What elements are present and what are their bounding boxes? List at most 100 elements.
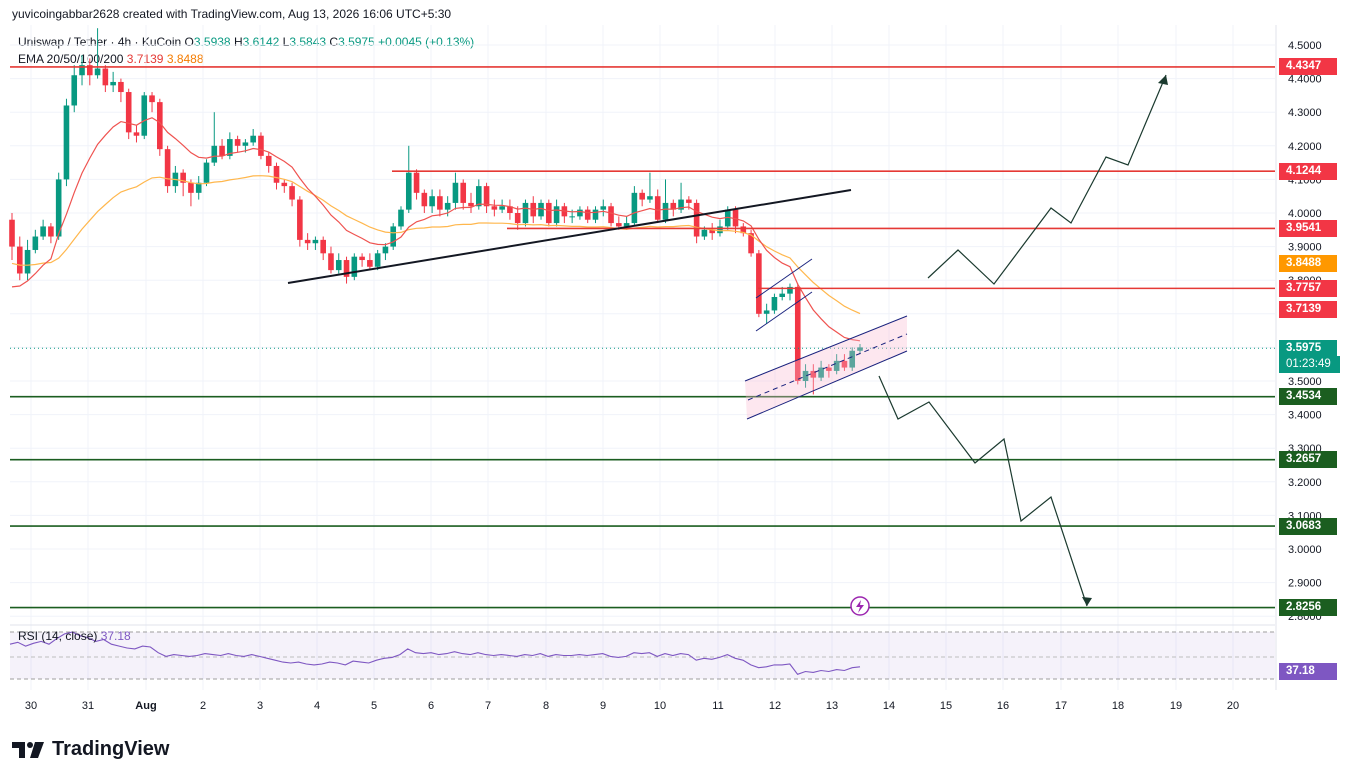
candle-body [452, 182, 459, 203]
candle-body [491, 206, 498, 210]
candle-body [740, 226, 747, 234]
open-label: O [184, 35, 194, 49]
y-tick-label: 4.2000 [1288, 141, 1322, 153]
candle-body [631, 192, 638, 224]
candle-body [748, 233, 754, 254]
candle-body [538, 202, 544, 217]
low-label: L [282, 35, 290, 49]
y-tick-label: 2.9000 [1288, 578, 1322, 590]
candle-body [94, 68, 101, 76]
tradingview-logo-text: TradingView [52, 738, 170, 760]
candle-body [717, 226, 723, 234]
y-tick-label: 4.5000 [1288, 40, 1322, 52]
ema20-value: 3.7139 [126, 52, 164, 66]
candle-body [63, 105, 70, 180]
candle-body [9, 219, 15, 247]
trendline [287, 189, 852, 284]
rsi-legend-value: 37.18 [100, 629, 131, 643]
x-tick-label: 9 [600, 700, 606, 712]
candle-body [678, 199, 684, 210]
candle-body [592, 209, 599, 220]
candle-body [343, 260, 350, 277]
x-tick-label: 8 [543, 700, 549, 712]
candle-body [732, 209, 739, 227]
candle-body [110, 81, 116, 86]
candle-body [273, 165, 280, 183]
candle-body [483, 186, 490, 207]
rsi-label: RSI (14, close) [18, 629, 98, 643]
candle-body [405, 172, 412, 210]
candle-body [265, 155, 272, 166]
candle-body [623, 223, 630, 227]
candle-body [141, 95, 148, 136]
candle-body [584, 209, 591, 220]
high-label: H [233, 35, 243, 49]
candle-body [444, 202, 451, 210]
candle-body [390, 226, 397, 247]
candle-body [335, 260, 342, 271]
y-tick-label: 3.0000 [1288, 544, 1322, 556]
candle-body [32, 236, 39, 250]
candle-body [203, 162, 210, 183]
x-axis: 30 31 Aug 2 3 4 5 6 7 8 9 10 11 12 13 14 15 16 17 18 19 20 [25, 700, 1239, 712]
candle-body [546, 202, 552, 224]
channel-mid [747, 333, 908, 401]
candle-body [250, 135, 256, 143]
rsi-line [9, 631, 861, 675]
candle-body [102, 68, 109, 86]
candle-body [475, 186, 482, 207]
candle-body [211, 145, 218, 163]
close-label: C [329, 35, 339, 49]
candle-body [553, 206, 560, 224]
candle-body [460, 182, 467, 203]
bearish-arrowhead [1082, 597, 1092, 606]
attribution-text: yuvicoingabbar2628 created with TradingV… [12, 7, 452, 21]
price-badge: 3.5975 [1279, 339, 1337, 357]
ema50-value: 3.8488 [166, 52, 204, 66]
y-tick-label: 3.5000 [1288, 376, 1322, 388]
x-tick-label: Aug [135, 700, 156, 712]
candle-body [662, 202, 669, 220]
candle-body [857, 347, 863, 351]
candle-body [608, 206, 614, 224]
tradingview-logo[interactable]: TradingView [12, 738, 169, 761]
candle-body [413, 172, 420, 193]
candle-body [374, 253, 381, 267]
y-tick-label: 4.3000 [1288, 107, 1322, 119]
channel-lower [746, 350, 908, 420]
price-badge: 3.7757 [1279, 279, 1337, 297]
candle-body [647, 196, 653, 200]
candle-body [118, 81, 124, 93]
y-axis: 4.50004.40004.30004.20004.10004.00003.90… [1288, 40, 1322, 623]
candle-body [686, 199, 692, 203]
horizontal-levels [10, 66, 1275, 609]
x-tick-label: 30 [25, 700, 37, 712]
y-tick-label: 4.4000 [1288, 74, 1322, 86]
price-badge: 3.8488 [1279, 255, 1337, 273]
x-tick-label: 10 [654, 700, 666, 712]
candle-body [600, 206, 607, 210]
x-tick-label: 17 [1055, 700, 1067, 712]
price-badge: 2.8256 [1279, 599, 1337, 617]
candle-body [71, 75, 78, 106]
candle-body [701, 229, 708, 237]
x-tick-label: 3 [257, 700, 263, 712]
x-tick-label: 16 [997, 700, 1009, 712]
candle-body [724, 209, 731, 227]
candle-body [86, 65, 93, 76]
candle-body [180, 172, 186, 183]
candle-body [616, 223, 622, 227]
candle-body [297, 199, 303, 240]
channel-upper [744, 315, 908, 382]
candle-body [195, 182, 202, 193]
candle-body [841, 360, 848, 368]
price-badge: 3.9541 [1279, 219, 1337, 237]
bearish-projection [878, 375, 1088, 607]
candle-body [157, 102, 163, 150]
price-badge: 3.0683 [1279, 517, 1337, 535]
lightning-glyph [856, 600, 864, 613]
x-tick-label: 18 [1112, 700, 1124, 712]
candles [9, 28, 863, 395]
candle-body [670, 202, 677, 210]
